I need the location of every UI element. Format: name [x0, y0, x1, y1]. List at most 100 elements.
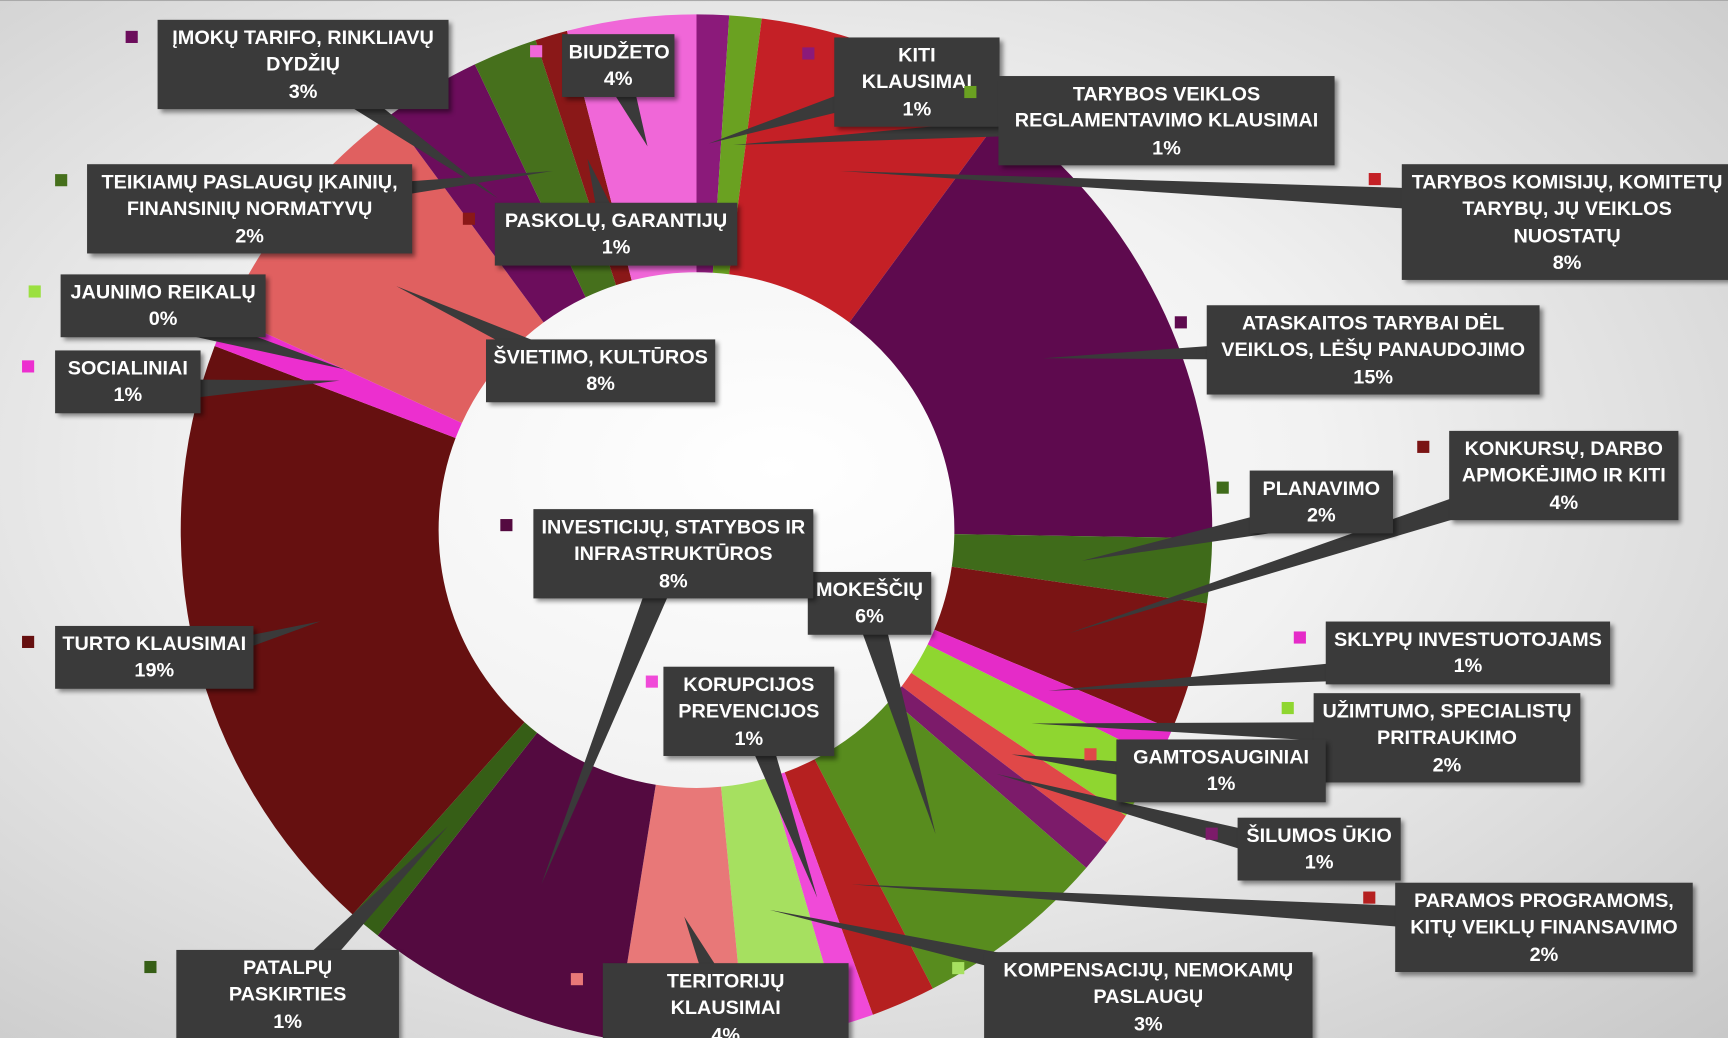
data-label: KOMPENSACIJŲ, NEMOKAMŲ PASLAUGŲ 3% — [984, 952, 1313, 1038]
category-label: ŠILUMOS ŪKIO — [1246, 824, 1392, 847]
category-label: ATASKAITOS TARYBAI DĖL VEIKLOS, LĖŠŲ PAN… — [1221, 311, 1526, 361]
value-label: 8% — [1552, 251, 1582, 274]
data-label: PATALPŲ PASKIRTIES 1% — [176, 949, 399, 1038]
category-label: KORUPCIJOS PREVENCIJOS — [678, 673, 820, 723]
donut-slice — [901, 672, 1126, 843]
data-label: INVESTICIJŲ, STATYBOS IR INFRASTRUKTŪROS… — [533, 509, 814, 599]
legend-swatch — [1216, 481, 1229, 494]
legend-swatch — [1084, 748, 1097, 761]
donut-slice — [377, 732, 656, 1038]
value-label: 2% — [1432, 753, 1462, 776]
legend-swatch — [1281, 701, 1294, 715]
value-label: 1% — [734, 726, 764, 749]
value-label: 1% — [902, 97, 932, 120]
category-label: UŽIMTUMO, SPECIALISTŲ PRITRAUKIMO — [1322, 699, 1572, 749]
category-label: TARYBOS VEIKLOS REGLAMENTAVIMO KLAUSIMAI — [1014, 82, 1319, 132]
value-label: 19% — [134, 659, 175, 682]
data-label: TEIKIAMŲ PASLAUGŲ ĮKAINIŲ, FINANSINIŲ NO… — [87, 164, 413, 254]
callout-pointer — [1069, 460, 1568, 634]
legend-swatch — [22, 635, 35, 648]
value-label: 2% — [1529, 942, 1559, 965]
legend-swatch — [530, 45, 543, 58]
donut-slice — [784, 759, 933, 1015]
category-label: ŠVIETIMO, KULTŪROS — [493, 346, 708, 369]
data-label: TERITORIJŲ KLAUSIMAI 4% — [602, 963, 849, 1038]
category-label: PLANAVIMO — [1262, 477, 1381, 500]
value-label: 0% — [148, 307, 178, 330]
value-label: 3% — [288, 79, 318, 103]
data-label: GAMTOSAUGINIAI 1% — [1116, 739, 1326, 802]
value-label: 1% — [1206, 772, 1236, 795]
callout-pointer — [856, 610, 936, 835]
callout-pointer — [541, 546, 686, 885]
data-label: SOCIALINIAI 1% — [55, 350, 201, 413]
value-label: 4% — [603, 67, 633, 90]
value-label: 1% — [1304, 851, 1334, 874]
donut-slice — [814, 698, 1087, 989]
category-label: TERITORIJŲ KLAUSIMAI — [666, 969, 785, 1019]
data-label: ŠILUMOS ŪKIO 1% — [1237, 817, 1401, 881]
value-label: 1% — [1453, 654, 1483, 677]
legend-swatch — [28, 285, 41, 298]
category-label: KOMPENSACIJŲ, NEMOKAMŲ PASLAUGŲ — [1003, 958, 1294, 1008]
data-label: TARYBOS KOMISIJŲ, KOMITETŲ TARYBŲ, JŲ VE… — [1401, 164, 1728, 281]
value-label: 8% — [659, 569, 688, 592]
donut-slice — [227, 114, 544, 423]
callout-pointer — [840, 170, 1568, 220]
data-label: TARYBOS VEIKLOS REGLAMENTAVIMO KLAUSIMAI… — [998, 76, 1335, 166]
category-label: MOKEŠČIŲ — [816, 578, 923, 601]
value-label: 6% — [855, 605, 884, 628]
value-label: 3% — [1133, 1012, 1163, 1035]
donut-slice — [180, 346, 525, 915]
category-label: PATALPŲ PASKIRTIES — [228, 956, 347, 1006]
category-label: KONKURSŲ, DARBO APMOKĖJIMO IR KITI — [1461, 437, 1666, 487]
legend-swatch — [1363, 891, 1376, 904]
data-label: ĮMOKŲ TARIFO, RINKLIAVŲ DYDŽIŲ 3% — [157, 19, 449, 109]
legend-swatch — [500, 519, 513, 532]
legend-swatch — [802, 47, 815, 60]
value-label: 1% — [273, 1010, 302, 1033]
legend-swatch — [952, 962, 965, 975]
legend-swatch — [1293, 631, 1306, 644]
value-label: 2% — [1307, 503, 1336, 526]
donut-slice — [934, 566, 1207, 730]
category-label: INVESTICIJŲ, STATYBOS IR INFRASTRUKTŪROS — [541, 515, 806, 565]
value-label: 4% — [711, 1023, 741, 1038]
category-label: KITI KLAUSIMAI — [861, 44, 972, 93]
data-label: ŠVIETIMO, KULTŪROS 8% — [485, 339, 716, 402]
data-label: MOKEŠČIŲ 6% — [807, 571, 932, 635]
callout-pointer — [851, 884, 1545, 938]
legend-swatch — [570, 973, 583, 986]
donut-slice — [849, 114, 1213, 539]
category-label: SKLYPŲ INVESTUOTOJAMS — [1333, 628, 1602, 651]
data-label: ATASKAITOS TARYBAI DĖL VEIKLOS, LĖŠŲ PAN… — [1206, 305, 1540, 395]
category-label: TURTO KLAUSIMAI — [62, 632, 247, 655]
data-label: JAUNIMO REIKALŲ 0% — [60, 274, 266, 337]
legend-swatch — [55, 174, 68, 187]
value-label: 2% — [235, 224, 264, 247]
data-label: PASKOLŲ, GARANTIJŲ 1% — [494, 202, 738, 266]
legend-swatch — [454, 349, 467, 362]
legend-swatch — [645, 675, 658, 688]
legend-swatch — [964, 85, 977, 99]
data-label: KONKURSŲ, DARBO APMOKĖJIMO IR KITI 4% — [1449, 430, 1679, 521]
donut-slice — [951, 534, 1213, 604]
data-label: UŽIMTUMO, SPECIALISTŲ PRITRAUKIMO 2% — [1313, 693, 1581, 783]
category-label: TEIKIAMŲ PASLAUGŲ ĮKAINIŲ, FINANSINIŲ NO… — [101, 170, 398, 220]
donut-slice — [911, 644, 1159, 816]
value-label: 15% — [1353, 365, 1393, 388]
category-label: TARYBOS KOMISIJŲ, KOMITETŲ TARYBŲ, JŲ VE… — [1411, 170, 1723, 247]
legend-swatch — [1174, 316, 1187, 329]
legend-swatch — [125, 30, 138, 43]
category-label: SOCIALINIAI — [67, 357, 188, 380]
category-label: PARAMOS PROGRAMOMS, KITŲ VEIKLŲ FINANSAV… — [1410, 889, 1678, 939]
value-label: 1% — [113, 383, 143, 406]
data-label: PLANAVIMO 2% — [1249, 470, 1393, 533]
legend-swatch — [1368, 173, 1381, 186]
category-label: BIUDŽETO — [568, 40, 670, 63]
category-label: ĮMOKŲ TARIFO, RINKLIAVŲ DYDŽIŲ — [172, 26, 434, 76]
category-label: JAUNIMO REIKALŲ — [70, 281, 256, 304]
legend-swatch — [22, 360, 35, 373]
value-label: 8% — [586, 372, 615, 395]
